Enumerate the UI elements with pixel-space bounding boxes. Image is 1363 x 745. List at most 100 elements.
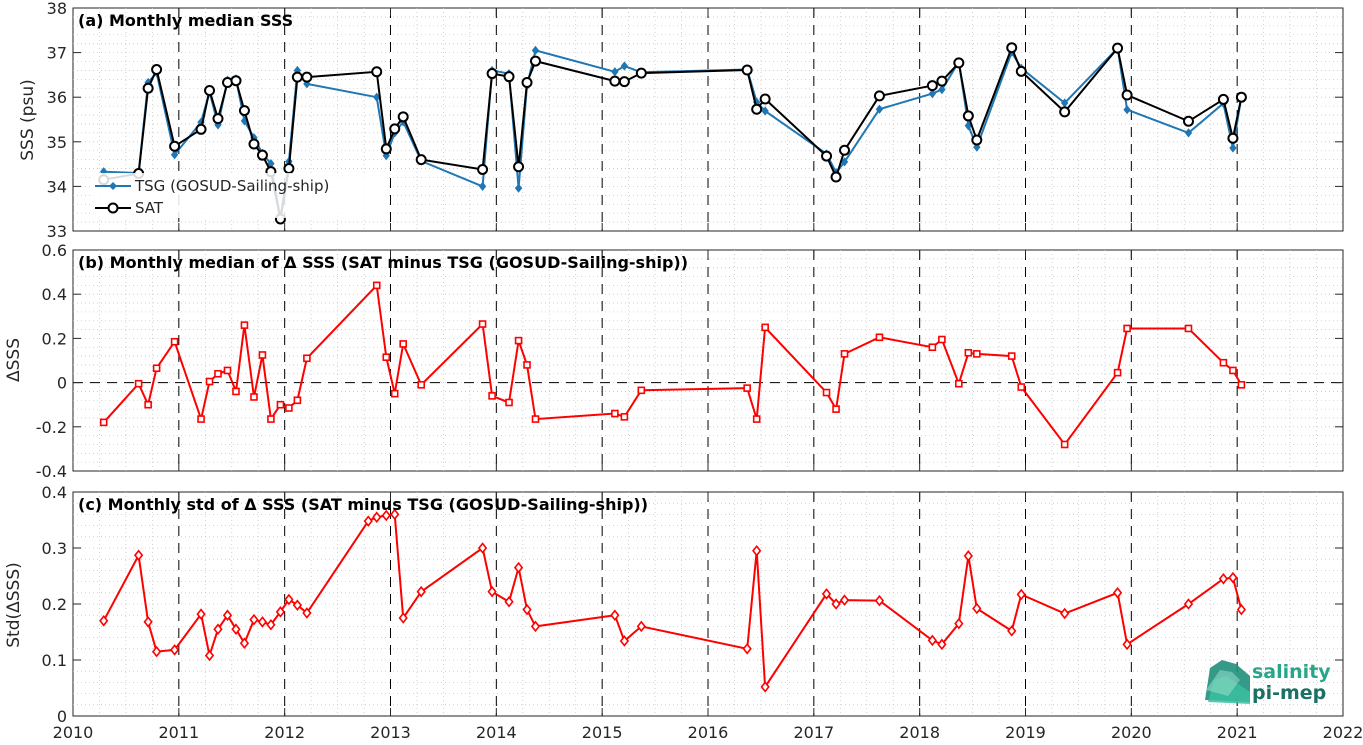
data-point xyxy=(301,71,313,83)
data-point xyxy=(962,110,974,122)
data-point xyxy=(416,585,426,598)
data-point xyxy=(151,64,163,76)
data-point xyxy=(197,415,205,423)
panel-c-title: (c) Monthly std of Δ SSS (SAT minus TSG … xyxy=(78,495,648,514)
panel-a-series xyxy=(98,42,1247,225)
data-point xyxy=(258,351,267,359)
data-point xyxy=(1121,89,1133,101)
data-point xyxy=(752,415,761,423)
data-point xyxy=(170,337,179,346)
data-point xyxy=(170,150,179,160)
data-point xyxy=(222,609,233,621)
data-point xyxy=(1113,368,1122,377)
data-point xyxy=(144,400,152,409)
data-point xyxy=(963,550,973,562)
data-point xyxy=(1112,42,1124,54)
data-point xyxy=(1218,573,1229,585)
data-point xyxy=(1060,440,1069,449)
data-point xyxy=(486,68,498,80)
data-point xyxy=(751,103,763,115)
data-point xyxy=(240,321,249,329)
y-tick-label: 0 xyxy=(57,374,67,393)
data-point xyxy=(523,361,531,369)
data-point xyxy=(741,64,753,76)
legend-label-tsg: TSG (GOSUD-Sailing-ship) xyxy=(134,177,329,195)
data-point xyxy=(521,76,533,88)
data-point xyxy=(636,620,646,633)
legend-marker-tsg xyxy=(109,182,117,190)
panel-b: -0.4 -0.2 0 0.2 0.4 0.6 (b) Monthly median of… xyxy=(4,241,1344,481)
data-point xyxy=(204,85,216,97)
panel-a-title: (a) Monthly median SSS xyxy=(78,11,293,30)
panel-c-y-label: Std(ΔSSS) xyxy=(4,562,24,648)
panel-b-y-label: ΔSSS xyxy=(4,338,24,382)
data-point xyxy=(204,649,215,662)
data-point xyxy=(514,183,523,193)
x-tick-label: 2020 xyxy=(1111,723,1152,742)
data-point xyxy=(761,323,769,332)
x-tick-label: 2017 xyxy=(793,723,834,742)
data-point xyxy=(1060,607,1070,620)
data-point xyxy=(275,606,286,618)
data-point xyxy=(380,143,392,155)
data-point xyxy=(250,393,258,401)
data-point xyxy=(238,105,250,117)
data-point xyxy=(152,364,161,373)
data-point xyxy=(611,67,619,77)
data-point xyxy=(1219,358,1228,367)
data-point xyxy=(1229,366,1237,375)
data-point xyxy=(231,623,241,635)
y-tick-label: 0 xyxy=(57,707,67,726)
data-point xyxy=(99,615,109,627)
data-point xyxy=(223,366,232,375)
data-point xyxy=(964,348,973,357)
salinity-pimep-logo: salinity pi-mep xyxy=(1205,660,1331,704)
data-point xyxy=(371,66,383,78)
data-point xyxy=(382,353,391,361)
data-point xyxy=(840,157,849,167)
data-point xyxy=(1059,106,1071,118)
data-point xyxy=(397,111,409,123)
panel-a: 33 34 35 36 37 38 (a) Monthly median SSS SSS … xyxy=(18,0,1344,241)
panel-b-y-ticks: -0.4 -0.2 0 0.2 0.4 0.6 xyxy=(36,241,1343,481)
y-tick-label: 0.2 xyxy=(42,329,67,348)
data-point xyxy=(303,354,311,363)
data-point xyxy=(478,320,487,328)
data-point xyxy=(821,588,832,600)
data-point xyxy=(1184,128,1193,138)
y-tick-label: -0.4 xyxy=(36,462,67,481)
y-tick-label: 0.1 xyxy=(42,651,67,670)
data-point xyxy=(1006,42,1018,54)
data-point xyxy=(972,602,982,615)
data-point xyxy=(1123,324,1131,333)
data-point xyxy=(637,386,646,395)
data-point xyxy=(875,333,884,342)
x-tick-label: 2011 xyxy=(158,723,199,742)
data-point xyxy=(1007,625,1017,637)
data-point xyxy=(761,106,769,116)
data-point xyxy=(1007,352,1016,360)
data-point xyxy=(291,71,303,83)
x-tick-label: 2013 xyxy=(370,723,411,742)
data-point xyxy=(611,409,619,418)
x-tick-label: 2016 xyxy=(688,723,729,742)
data-point xyxy=(759,93,771,105)
panel-a-y-ticks: 33 34 35 36 37 38 xyxy=(47,0,1343,241)
y-tick-label: 38 xyxy=(47,0,67,18)
data-point xyxy=(214,369,222,378)
data-point xyxy=(938,85,946,95)
y-tick-label: 34 xyxy=(47,177,67,196)
x-tick-label: 2012 xyxy=(264,723,305,742)
data-point xyxy=(938,335,946,344)
panel-c-year-lines xyxy=(178,492,1238,716)
data-point xyxy=(372,511,382,523)
data-point xyxy=(276,400,285,409)
data-point xyxy=(285,404,293,412)
data-point xyxy=(760,681,770,693)
data-point xyxy=(620,61,629,71)
data-point xyxy=(875,104,884,114)
data-point xyxy=(213,623,223,635)
legend: TSG (GOSUD-Sailing-ship) SAT xyxy=(91,173,387,218)
data-point xyxy=(822,388,831,397)
panel-b-x-ticks xyxy=(72,250,1344,471)
